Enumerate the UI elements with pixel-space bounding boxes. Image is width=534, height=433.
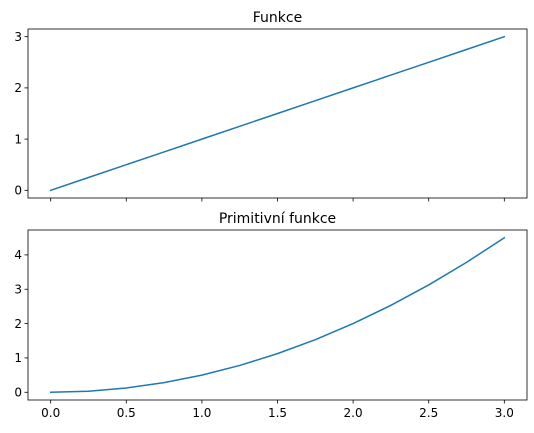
axes-bottom-x-tick-label: 1.0 [192,406,211,420]
axes-bottom-y-tick-label: 2 [14,317,22,331]
axes-bottom-x-tick-label: 2.0 [344,406,363,420]
axes-bottom-y-tick-label: 4 [14,248,22,262]
axes-bottom-x-tick-label: 1.5 [268,406,287,420]
axes-bottom-y-tick-label: 0 [14,385,22,399]
axes-top-y-tick-label: 2 [14,81,22,95]
axes-top: Funkce 0 1 2 3 [14,10,528,202]
axes-top-y-tick-label: 1 [14,132,22,146]
axes-bottom-series-line-0 [49,236,506,394]
axes-bottom-frame [27,229,528,401]
axes-bottom-x-tick-label: 0.0 [41,406,60,420]
axes-bottom: Primitivní funkce 0 1 2 3 4 0.0 0.5 1.0 1.5 2.0 2.5… [14,211,528,420]
axes-bottom-title: Primitivní funkce [219,211,336,227]
axes-bottom-y-tick-label: 3 [14,282,22,296]
axes-bottom-y-tick-label: 1 [14,351,22,365]
axes-top-y-tick-label: 0 [14,184,22,198]
axes-top-y-tick-label: 3 [14,30,22,44]
axes-bottom-x-tick-label: 2.5 [419,406,438,420]
axes-top-title: Funkce [253,10,302,26]
axes-bottom-x-tick-label: 0.5 [117,406,136,420]
axes-top-series-line-0 [49,35,506,192]
axes-bottom-x-tick-label: 3.0 [495,406,514,420]
